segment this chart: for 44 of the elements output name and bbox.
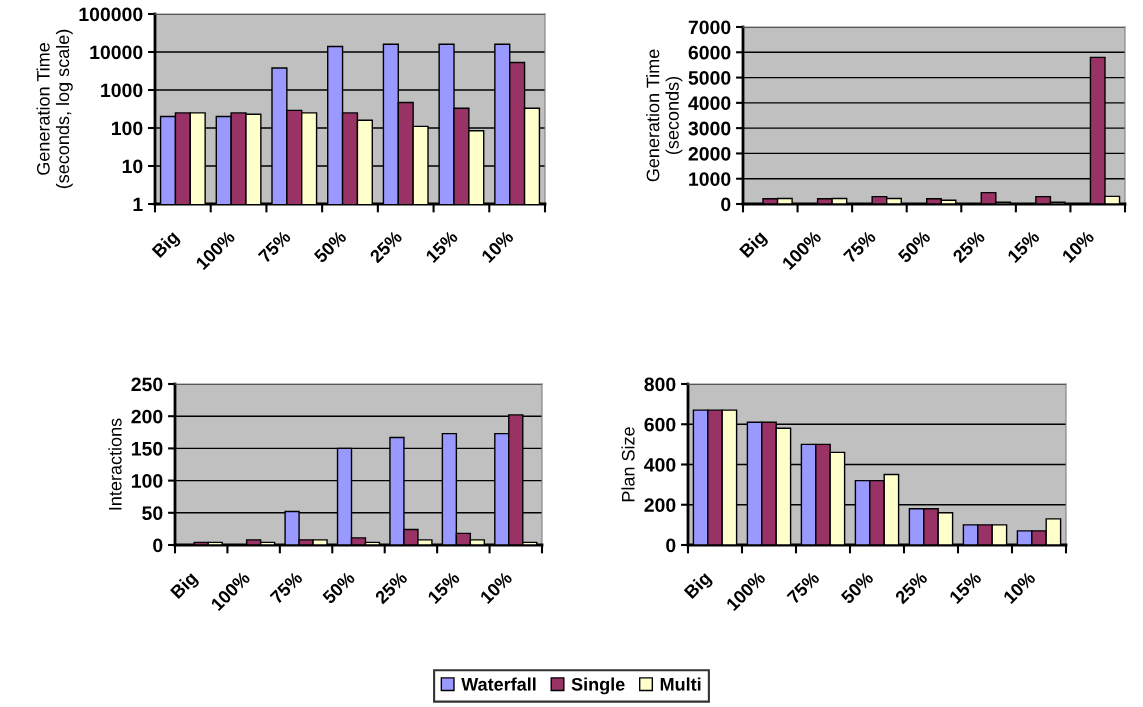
y-tick-label: 6000 xyxy=(688,45,731,60)
x-tick-label: Big xyxy=(738,229,770,261)
y-tick-label: 1 xyxy=(133,197,143,212)
y-tick-label: 250 xyxy=(131,377,163,392)
y-tick-label: 200 xyxy=(644,498,676,512)
y-tick-label: 1000 xyxy=(101,83,143,98)
y-tick-label: 100000 xyxy=(79,7,143,22)
y-tick-label: 10 xyxy=(122,159,143,174)
y-tick-label: 600 xyxy=(644,417,676,432)
y-tick-label: 0 xyxy=(153,538,163,553)
legend-label: Multi xyxy=(660,677,701,691)
y-tick-label: 1000 xyxy=(689,172,731,186)
x-tick-label: 75% xyxy=(786,570,821,605)
x-tick-label: 50% xyxy=(321,570,356,605)
x-tick-label: 50% xyxy=(897,229,932,264)
x-tick-label: 50% xyxy=(840,570,875,605)
legend-label: Single xyxy=(571,677,625,695)
y-tick-label: 200 xyxy=(131,409,163,424)
x-tick-label: 75% xyxy=(257,229,292,264)
y-tick-label: 0 xyxy=(666,538,676,553)
y-axis-title: Generation Time (seconds, log scale) xyxy=(36,29,73,189)
y-tick-label: 400 xyxy=(644,457,676,472)
y-tick-label: 5000 xyxy=(688,71,731,85)
y-axis-title: Interactions xyxy=(108,418,122,510)
y-tick-label: 7000 xyxy=(688,20,731,35)
x-tick-label: 50% xyxy=(313,229,348,264)
y-tick-label: 150 xyxy=(131,441,163,456)
y-tick-label: 100 xyxy=(131,474,163,488)
y-tick-label: 2000 xyxy=(688,146,731,161)
y-axis-title: Plan Size xyxy=(621,427,635,502)
y-tick-label: 3000 xyxy=(688,121,731,136)
x-tick-label: 75% xyxy=(842,229,877,264)
y-tick-label: 50 xyxy=(142,506,163,521)
y-tick-label: 100 xyxy=(111,121,143,136)
y-tick-label: 0 xyxy=(721,197,731,212)
y-tick-label: 800 xyxy=(644,377,676,392)
x-tick-label: Big xyxy=(151,229,182,261)
y-axis-title: Generation Time (seconds) xyxy=(646,49,683,182)
y-tick-label: 10000 xyxy=(90,45,143,60)
x-tick-label: Big xyxy=(169,570,201,602)
x-tick-label: 75% xyxy=(269,570,304,605)
y-tick-label: 4000 xyxy=(688,96,731,111)
x-tick-label: Big xyxy=(683,570,715,602)
legend-label: Waterfall xyxy=(461,677,536,691)
